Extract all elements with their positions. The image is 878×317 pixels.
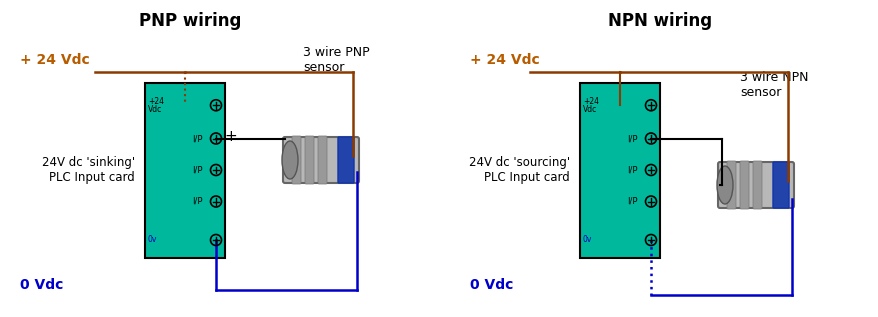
FancyBboxPatch shape: [283, 137, 358, 183]
FancyBboxPatch shape: [739, 161, 748, 209]
FancyBboxPatch shape: [145, 82, 225, 257]
Text: 0 Vdc: 0 Vdc: [470, 278, 513, 292]
Text: I/P: I/P: [627, 165, 637, 174]
Text: I/P: I/P: [192, 134, 203, 143]
Text: 0 Vdc: 0 Vdc: [20, 278, 63, 292]
FancyBboxPatch shape: [772, 162, 788, 208]
Text: I/P: I/P: [627, 134, 637, 143]
Text: NPN wiring: NPN wiring: [608, 12, 711, 30]
Text: +: +: [224, 129, 236, 144]
FancyBboxPatch shape: [318, 136, 327, 184]
Text: +24: +24: [582, 97, 598, 106]
FancyBboxPatch shape: [338, 137, 354, 183]
Text: 3 wire NPN
sensor: 3 wire NPN sensor: [739, 71, 808, 99]
Text: I/P: I/P: [627, 197, 637, 206]
Text: Vdc: Vdc: [148, 105, 162, 114]
Text: I/P: I/P: [192, 197, 203, 206]
Text: 0v: 0v: [582, 236, 592, 244]
Text: + 24 Vdc: + 24 Vdc: [20, 53, 90, 67]
Text: 24V dc 'sourcing'
PLC Input card: 24V dc 'sourcing' PLC Input card: [468, 156, 569, 184]
FancyBboxPatch shape: [579, 82, 659, 257]
Text: 24V dc 'sinking'
PLC Input card: 24V dc 'sinking' PLC Input card: [42, 156, 135, 184]
Text: +24: +24: [148, 97, 164, 106]
FancyBboxPatch shape: [726, 161, 735, 209]
Text: 0v: 0v: [148, 236, 157, 244]
Ellipse shape: [716, 166, 732, 204]
FancyBboxPatch shape: [305, 136, 313, 184]
Ellipse shape: [282, 141, 298, 179]
Text: 3 wire PNP
sensor: 3 wire PNP sensor: [303, 46, 370, 74]
Text: Vdc: Vdc: [582, 105, 596, 114]
FancyBboxPatch shape: [717, 162, 793, 208]
Text: + 24 Vdc: + 24 Vdc: [470, 53, 539, 67]
Text: PNP wiring: PNP wiring: [139, 12, 241, 30]
Text: I/P: I/P: [192, 165, 203, 174]
FancyBboxPatch shape: [752, 161, 761, 209]
FancyBboxPatch shape: [291, 136, 300, 184]
